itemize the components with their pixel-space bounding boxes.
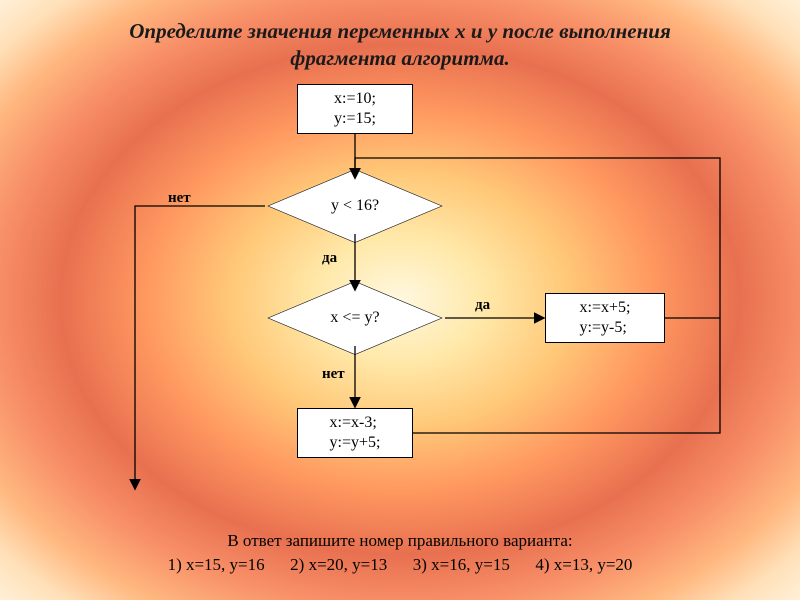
label-cond1-yes: да xyxy=(322,250,337,267)
title-line2: фрагмента алгоритма. xyxy=(290,46,509,70)
option-1: 1) x=15, y=16 xyxy=(168,555,265,574)
node-init: x:=10; y:=15; xyxy=(297,84,413,134)
label-cond2-no: нет xyxy=(322,366,345,383)
node-cond1-label: y < 16? xyxy=(331,197,379,215)
option-3: 3) x=16, y=15 xyxy=(413,555,510,574)
answer-prompt-block: В ответ запишите номер правильного вариа… xyxy=(0,529,800,578)
node-proc-yes: x:=x+5; y:=y-5; xyxy=(545,293,665,343)
option-4: 4) x=13, y=20 xyxy=(535,555,632,574)
answer-prompt: В ответ запишите номер правильного вариа… xyxy=(0,529,800,554)
node-proc-yes-label: x:=x+5; y:=y-5; xyxy=(580,298,631,338)
title-line1: Определите значения переменных x и y пос… xyxy=(129,19,671,43)
node-init-label: x:=10; y:=15; xyxy=(334,89,376,129)
label-cond1-no: нет xyxy=(168,190,191,207)
label-cond2-yes: да xyxy=(475,297,490,314)
answer-options: 1) x=15, y=16 2) x=20, y=13 3) x=16, y=1… xyxy=(0,553,800,578)
option-2: 2) x=20, y=13 xyxy=(290,555,387,574)
node-proc-no: x:=x-3; y:=y+5; xyxy=(297,408,413,458)
node-proc-no-label: x:=x-3; y:=y+5; xyxy=(330,413,381,453)
page-title: Определите значения переменных x и y пос… xyxy=(0,18,800,73)
node-cond2-label: x <= y? xyxy=(330,309,379,327)
